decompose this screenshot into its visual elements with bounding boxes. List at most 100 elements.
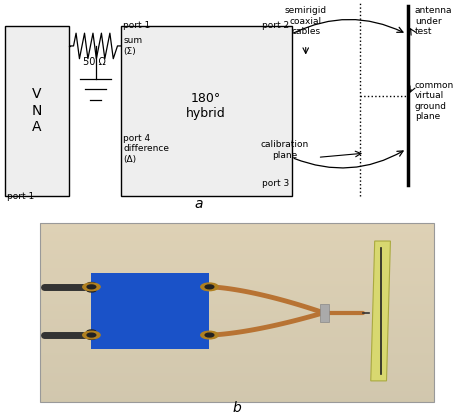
Bar [40,375,434,378]
Bar [40,324,434,326]
Bar [40,313,434,315]
Bar [40,290,434,293]
Bar [40,373,434,375]
Bar [40,355,434,357]
Bar [40,371,434,373]
Bar [40,382,434,384]
Bar [40,239,434,241]
Bar [40,367,434,369]
Circle shape [83,283,100,291]
Bar [40,243,434,246]
Bar [40,241,434,243]
Bar [40,394,434,396]
Bar [40,286,434,288]
Bar [40,389,434,391]
Bar [40,301,434,304]
Bar [40,268,434,270]
Circle shape [87,330,96,334]
Circle shape [83,331,100,339]
Bar [40,223,434,225]
Bar [40,288,434,290]
Text: port 1: port 1 [123,21,150,30]
Bar [40,272,434,275]
Polygon shape [371,241,391,381]
Bar [40,284,434,286]
Bar [40,254,434,257]
Circle shape [87,285,96,289]
Bar [40,230,434,232]
Bar [40,333,434,335]
Text: 50 Ω: 50 Ω [83,58,106,68]
Bar [40,250,434,252]
Bar [40,299,434,301]
Bar [40,344,434,347]
Bar [40,337,434,339]
Bar [40,297,434,299]
Bar [40,281,434,284]
Bar [40,358,434,360]
Text: common
virtual
ground
plane: common virtual ground plane [415,81,454,121]
Circle shape [205,285,214,289]
Bar [121,25,292,196]
Bar [40,259,434,261]
Text: V
N
A: V N A [32,88,42,134]
Bar [40,236,434,239]
Bar [40,248,434,250]
Bar [40,360,434,362]
Bar [40,257,434,259]
Circle shape [87,288,96,292]
Bar [40,384,434,387]
Bar [5,25,69,196]
Bar [40,378,434,380]
Text: a: a [195,196,203,211]
Circle shape [201,331,218,339]
Bar [40,317,434,319]
Text: port 3: port 3 [262,178,289,188]
Text: b: b [233,401,241,415]
Circle shape [201,283,218,291]
Bar [40,342,434,344]
Bar [40,322,434,324]
Bar [40,266,434,268]
Bar [40,225,434,228]
Circle shape [87,333,96,337]
Text: semirigid
coaxial
cables: semirigid coaxial cables [285,6,327,36]
Bar [91,273,210,349]
Bar [40,353,434,355]
Bar [40,311,434,313]
Text: port 1: port 1 [7,192,34,201]
Bar [40,279,434,281]
Bar [40,335,434,337]
Bar [40,398,434,400]
Text: port 4
difference
(Δ): port 4 difference (Δ) [123,134,169,164]
Bar [40,306,434,308]
Bar [40,347,434,349]
Bar [40,326,434,329]
Bar [40,391,434,394]
Bar [40,277,434,279]
Text: port 2: port 2 [262,21,289,30]
Bar [40,308,434,311]
Bar [40,228,434,230]
Bar [40,319,434,322]
Bar [319,304,329,322]
Bar [40,295,434,297]
Text: 180°
hybrid: 180° hybrid [186,92,226,121]
Bar [40,315,434,317]
Text: calibration
plane: calibration plane [260,141,309,160]
Text: antenna
under
test: antenna under test [415,6,452,36]
Bar [40,396,434,398]
Circle shape [87,283,96,286]
Bar [40,223,434,402]
Circle shape [87,335,96,339]
Bar [40,351,434,353]
Bar [40,364,434,367]
Bar [40,246,434,248]
Bar [40,331,434,333]
Bar [40,369,434,371]
Bar [40,380,434,382]
Bar [40,400,434,402]
Bar [40,232,434,234]
Bar [40,329,434,331]
Bar [40,234,434,236]
